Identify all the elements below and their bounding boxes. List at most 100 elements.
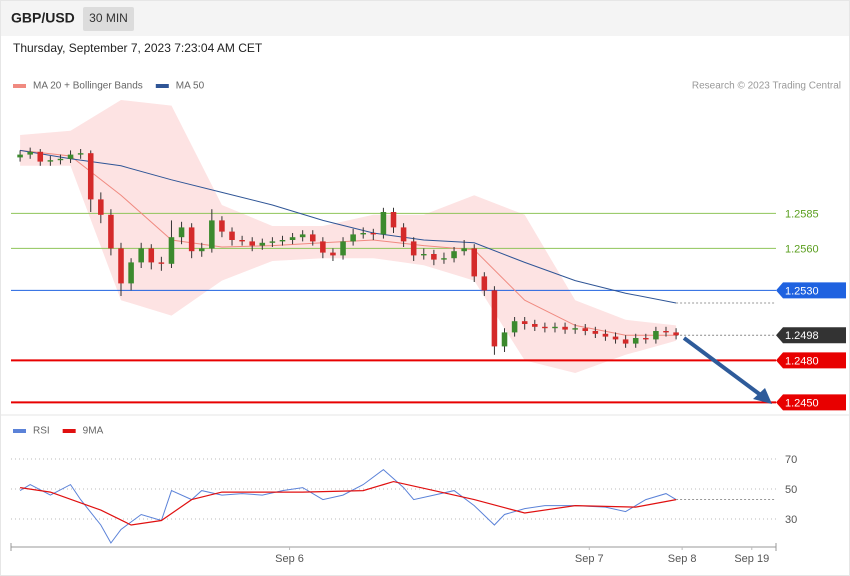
candle-body	[198, 248, 205, 252]
candle-body	[451, 251, 457, 259]
indicator-line	[20, 480, 677, 526]
symbol: GBP/USD	[11, 10, 75, 26]
candle-body	[118, 248, 124, 284]
level-badge	[776, 394, 846, 411]
candle-body	[360, 233, 366, 235]
candle-body	[67, 154, 74, 159]
rsi-panel: RSI 9MA 70 50 30	[11, 426, 797, 544]
ma-line	[20, 149, 677, 304]
ma-line	[20, 149, 677, 336]
header-bar	[1, 1, 849, 36]
level-badge	[776, 282, 846, 299]
legend-swatch	[13, 429, 26, 433]
candle-body	[390, 212, 397, 228]
indicator-line	[19, 468, 677, 544]
candle-body	[108, 214, 114, 249]
level-label: 1.2560	[785, 243, 819, 255]
candle-body	[148, 248, 155, 263]
candle-body	[421, 254, 427, 256]
level-badge	[776, 327, 846, 344]
candle-body	[400, 227, 407, 242]
candle-body	[309, 234, 316, 242]
candle-body	[461, 248, 467, 252]
candle-body	[289, 237, 296, 240]
candle-body	[673, 332, 679, 336]
candle-body	[158, 262, 165, 264]
candle-body	[410, 241, 417, 256]
level-label: 1.2585	[785, 208, 819, 220]
candle-body	[350, 234, 356, 242]
candle-body	[582, 328, 589, 331]
candle-body	[279, 240, 286, 242]
candle-body	[612, 336, 619, 340]
level-label: 1.2530	[785, 285, 819, 297]
candle-body	[178, 227, 185, 238]
candle-body	[229, 231, 235, 240]
price-panel: MA 20 + Bollinger Bands MA 50 1.2585 1.2560…	[11, 81, 846, 565]
x-tick-label: Sep 7	[575, 553, 604, 565]
candle-body	[209, 220, 215, 249]
candle-body	[602, 333, 609, 337]
level-label: 1.2480	[785, 355, 819, 367]
candle-body	[37, 151, 44, 162]
candle-body	[643, 338, 649, 340]
y-tick-label: 70	[785, 454, 797, 466]
candle-body	[592, 331, 599, 334]
candle-body	[632, 338, 639, 344]
interval-badge	[83, 7, 134, 31]
legend-label: 9MA	[83, 426, 104, 437]
candle-body	[47, 160, 54, 162]
x-tick-label: Sep 8	[668, 553, 697, 565]
candle-body	[128, 262, 134, 284]
candle-body	[380, 212, 387, 235]
candle-body	[471, 248, 478, 277]
legend-swatch	[62, 429, 76, 433]
credit: Research © 2023 Trading Central	[692, 81, 841, 92]
candle-body	[27, 151, 33, 155]
candle-body	[532, 324, 538, 327]
candle-body	[552, 326, 558, 329]
legend-label: RSI	[33, 426, 50, 437]
candle-body	[17, 154, 23, 158]
level-badge	[776, 352, 846, 369]
candle-body	[491, 290, 498, 347]
x-tick-label: Sep 19	[734, 553, 769, 565]
candle-body	[259, 242, 266, 246]
candle-body	[249, 241, 255, 246]
candle-body	[663, 331, 669, 333]
candle-body	[562, 326, 568, 330]
legend-swatch	[155, 84, 169, 88]
legend-swatch	[13, 84, 26, 88]
forecast-arrow	[682, 336, 764, 398]
level-label: 1.2498	[785, 330, 819, 342]
y-tick-label: 30	[785, 514, 797, 526]
candle-body	[98, 199, 104, 215]
candle-body	[188, 227, 195, 252]
candle-body	[370, 233, 377, 235]
candle-body	[511, 321, 518, 333]
candle-body	[138, 248, 144, 263]
candle-body	[340, 241, 346, 256]
bollinger-band	[20, 100, 677, 373]
interval: 30 MIN	[89, 11, 128, 25]
candle-body	[431, 254, 437, 260]
x-tick-label: Sep 6	[275, 553, 304, 565]
candle-body	[622, 339, 629, 344]
legend-label: MA 20 + Bollinger Bands	[33, 81, 143, 92]
candle-body	[481, 276, 488, 291]
candle-body	[299, 234, 306, 238]
candle-body	[87, 153, 94, 200]
candle-body	[57, 158, 64, 161]
candle-body	[441, 258, 447, 260]
candle-body	[572, 328, 578, 330]
candle-body	[77, 153, 84, 155]
candle-body	[542, 326, 548, 329]
candle-body	[168, 237, 175, 264]
timestamp: Thursday, September 7, 2023 7:23:04 AM C…	[13, 41, 263, 55]
candle-body	[501, 332, 508, 347]
candle-body	[330, 252, 336, 256]
candle-body	[269, 241, 276, 243]
candle-body	[521, 321, 528, 324]
y-tick-label: 50	[785, 484, 797, 496]
